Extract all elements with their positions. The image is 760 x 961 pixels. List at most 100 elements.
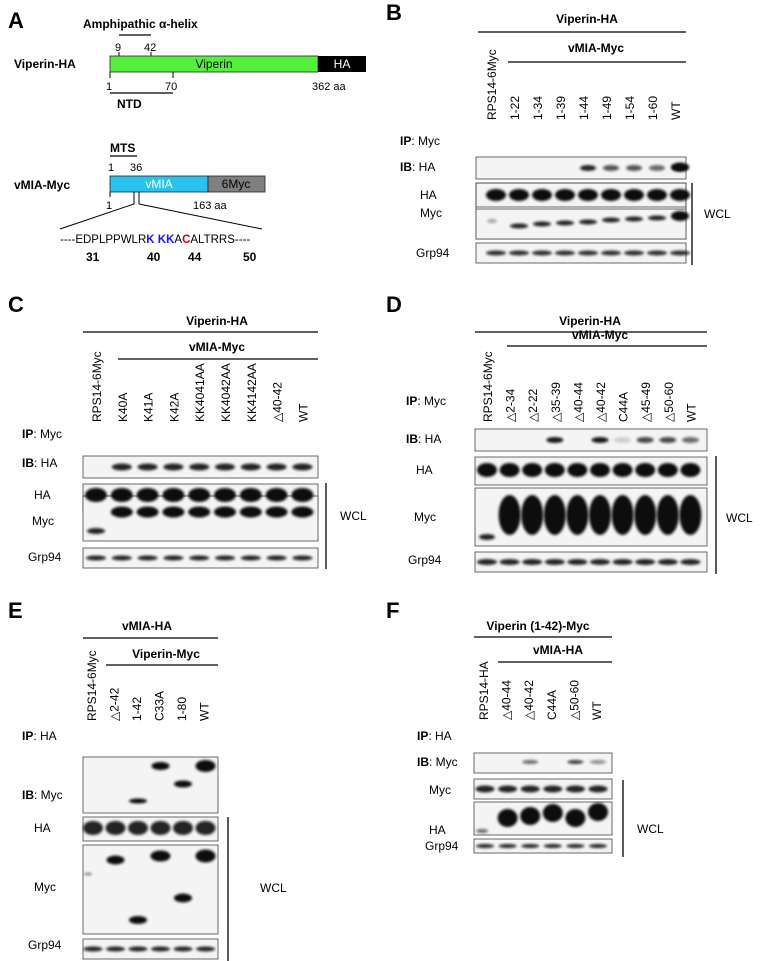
panel-e-header: vMIA-HA [122,619,172,633]
blot-band [292,555,313,561]
blot-band [624,189,644,201]
panel-b-wcl-row-3: Grp94 [416,246,450,260]
blot-band [129,916,147,924]
blot-band [292,463,313,471]
panelB-lane-label: 1-22 [508,96,522,120]
viperin-ha-tag [318,56,366,72]
blot-band [521,844,540,848]
blot-band [188,506,211,518]
viperin-tick-362: 362 aa [312,81,347,93]
blot-band [128,946,148,952]
panelD-lane-label: △40-42 [594,382,608,422]
blot-band [111,555,132,561]
blot-band [626,165,642,171]
blot-band [543,844,562,848]
panelB-lane-label: RPS14-6Myc [485,49,499,120]
panel-label-c: C [8,292,24,317]
panel-f-ip-target: HA [435,729,452,743]
blot-band [565,785,585,793]
panel-c-ip-label: IP: Myc [22,427,62,441]
blot-band [648,215,666,221]
blot-band [590,760,606,764]
blot-band [240,463,261,471]
blot-band [680,463,701,477]
panel-b-ip-label: IP: Myc [400,134,440,148]
panelB-lane-label: WT [669,101,683,120]
panel-e-ip-label: IP: HA [22,729,57,743]
zoom-line-right [138,203,263,230]
panelB-lane-label: 1-54 [623,96,637,120]
blot-band [625,216,643,222]
blot-band [546,437,564,443]
blot-band [656,495,679,535]
blot-band [566,495,589,535]
panel-d-ib-colon: : [418,432,425,446]
blot-band [240,555,261,561]
blot-band [195,849,216,863]
mts-label: MTS [110,141,135,155]
blot-band [590,559,610,565]
panelC-lane-label: KK4041AA [193,363,207,422]
blot-band [603,165,619,171]
blot-band [475,785,495,793]
panel-d-ib-prefix: IB [406,432,418,446]
seq-number-31: 31 [86,250,100,264]
blot-band [498,844,517,848]
blot-band [239,488,262,502]
panel-b-ib-prefix: IB [400,160,412,174]
blot-band [129,798,147,804]
blot-band [195,760,216,772]
blot-band [612,463,633,477]
blot-band [189,555,210,561]
mts-end: 36 [130,162,142,174]
panel-e-ib-prefix: IB [22,788,34,802]
blot-band [498,785,518,793]
seq-segment-end: ALTRRS---- [190,234,250,246]
blot-band [578,250,598,256]
blot-band [265,488,288,502]
blot-band [544,559,565,565]
seq-number-50: 50 [243,250,257,264]
panel-d-wcl-row-2: Myc [414,510,436,524]
seq-segment-kk: KK [158,234,175,246]
blot-band [555,189,575,201]
blot-band [679,495,702,535]
blot-band [522,463,543,477]
viperin-tick-70: 70 [165,81,177,93]
panel-f-grp94-blot [473,838,613,854]
panel-f-ip-blot [473,752,613,774]
seq-segment-1: ----EDPLPPWLR [60,234,146,246]
panel-b-header: Viperin-HA [556,12,618,26]
panel-d-subheader: vMIA-Myc [572,328,628,342]
blot-band [580,165,596,171]
blot-band [659,437,677,443]
blot-band [137,555,158,561]
panel-e-subheader: Viperin-Myc [132,647,200,661]
blot-band [499,463,520,477]
panel-e-wcl-ha-blot [82,816,219,842]
blot-band [555,250,575,256]
seq-number-44: 44 [188,250,202,264]
blot-band [521,495,544,535]
blot-band [635,463,656,477]
viperin-domain-label: Viperin [195,57,232,71]
panel-e-wcl-myc-blot [82,844,219,935]
panel-c-lane-labels: RPS14-6Myc K40A K41A K42A KK4041AA KK4042AA KK… [90,351,310,422]
blot-band [174,780,192,788]
panel-e-ip-blot [82,756,219,814]
panelC-lane-label: RPS14-6Myc [90,351,104,422]
blot-band [477,463,497,477]
panel-d-bands [477,437,702,565]
panelE-lane-label: 1-42 [130,697,144,721]
panel-c-ip-colon: : [33,427,40,441]
panelC-lane-label: K42A [167,393,181,422]
viperin-ha-tag-label: HA [334,57,351,71]
panel-label-e: E [8,598,23,623]
blot-band [265,506,288,518]
blot-band [520,785,540,793]
blot-band [476,844,494,848]
panelD-lane-label: △50-60 [662,382,676,422]
blot-band [487,219,497,223]
panelD-lane-label: △2-34 [504,388,518,422]
